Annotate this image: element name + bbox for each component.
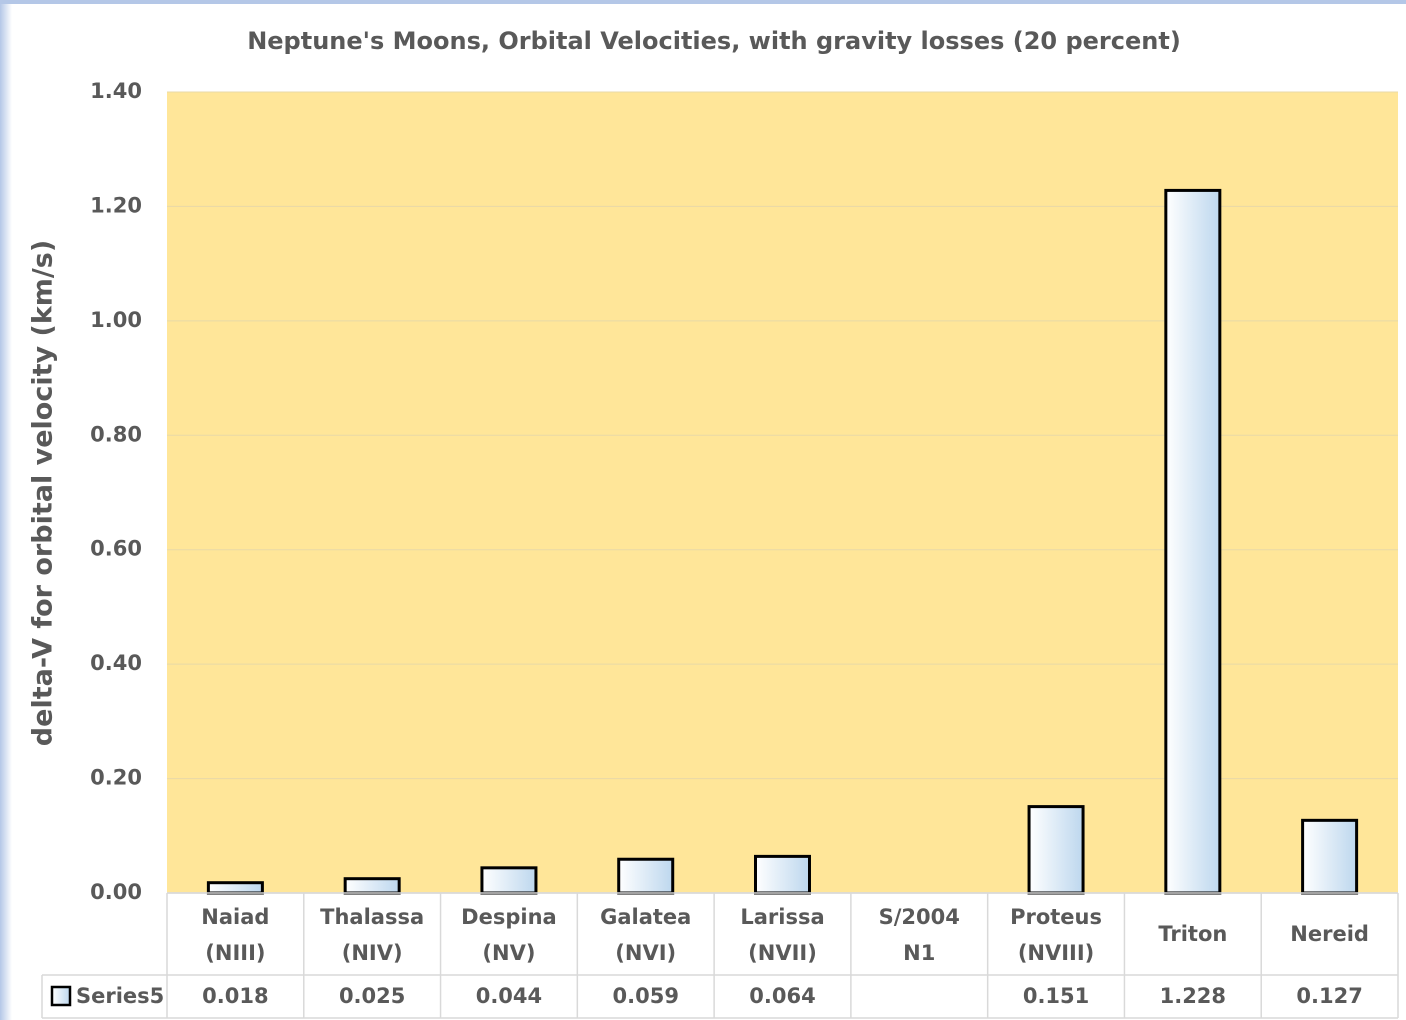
x-tick-label-line: S/2004: [879, 905, 960, 929]
x-tick-label: Larissa (NVII): [740, 905, 824, 965]
x-tick-label-line: Nereid: [1290, 922, 1369, 946]
y-tick-label: 0.00: [90, 880, 142, 904]
frame-edge: [0, 0, 12, 1020]
frame-edge: [0, 0, 1406, 4]
legend-key: [50, 985, 72, 1007]
table-value: 0.064: [749, 984, 815, 1008]
bar: [1164, 188, 1222, 895]
bar: [480, 866, 538, 895]
x-tick-label-line: Triton: [1158, 922, 1227, 946]
bar: [754, 854, 811, 895]
x-tick-label-line: (NVIII): [1018, 941, 1094, 965]
x-tick-label: Naiad (NIII): [201, 905, 269, 965]
x-tick-label-line: Proteus: [1010, 905, 1102, 929]
x-tick-label-line: (NIII): [205, 941, 265, 965]
x-tick-label-line: N1: [903, 941, 935, 965]
bar: [617, 857, 675, 895]
table-value: 0.151: [1023, 984, 1089, 1008]
bar: [1301, 818, 1359, 895]
table-value: 1.228: [1160, 984, 1226, 1008]
x-tick-label: Thalassa (NIV): [320, 905, 424, 965]
table-value: 0.025: [339, 984, 405, 1008]
x-tick-label-line: Despina: [461, 905, 557, 929]
chart-title: Neptune's Moons, Orbital Velocities, wit…: [247, 27, 1181, 55]
x-tick-label-line: (NV): [482, 941, 535, 965]
x-tick-label: Triton: [1158, 922, 1227, 946]
x-tick-label: Galatea (NVI): [600, 905, 691, 965]
x-tick-label: S/2004 N1: [879, 905, 960, 965]
y-tick-label: 1.00: [90, 308, 142, 332]
y-tick-label: 0.40: [90, 651, 142, 675]
y-tick-label: 0.60: [90, 537, 142, 561]
x-tick-label-line: Thalassa: [320, 905, 424, 929]
y-tick-label: 0.80: [90, 422, 142, 446]
bar: [206, 881, 264, 895]
x-tick-label-line: Naiad: [201, 905, 269, 929]
x-tick-label: Proteus (NVIII): [1010, 905, 1102, 965]
table-value: 0.127: [1296, 984, 1362, 1008]
x-tick-label-line: (NVII): [748, 941, 817, 965]
table-value: 0.044: [476, 984, 542, 1008]
y-tick-label: 0.20: [90, 766, 142, 790]
table-value: 0.059: [613, 984, 679, 1008]
x-tick-label-line: (NVI): [615, 941, 676, 965]
table-value: 0.018: [202, 984, 268, 1008]
bar: [1027, 805, 1085, 895]
y-tick-label: 1.40: [90, 79, 142, 103]
x-tick-label-line: Galatea: [600, 905, 691, 929]
bar: [343, 877, 401, 895]
x-tick-label: Nereid: [1290, 922, 1369, 946]
x-tick-label: Despina (NV): [461, 905, 557, 965]
x-tick-label-line: Larissa: [740, 905, 824, 929]
y-axis-label: delta-V for orbital velocity (km/s): [28, 240, 59, 746]
x-tick-label-line: (NIV): [342, 941, 403, 965]
y-tick-label: 1.20: [90, 193, 142, 217]
legend-label: Series5: [76, 984, 164, 1008]
